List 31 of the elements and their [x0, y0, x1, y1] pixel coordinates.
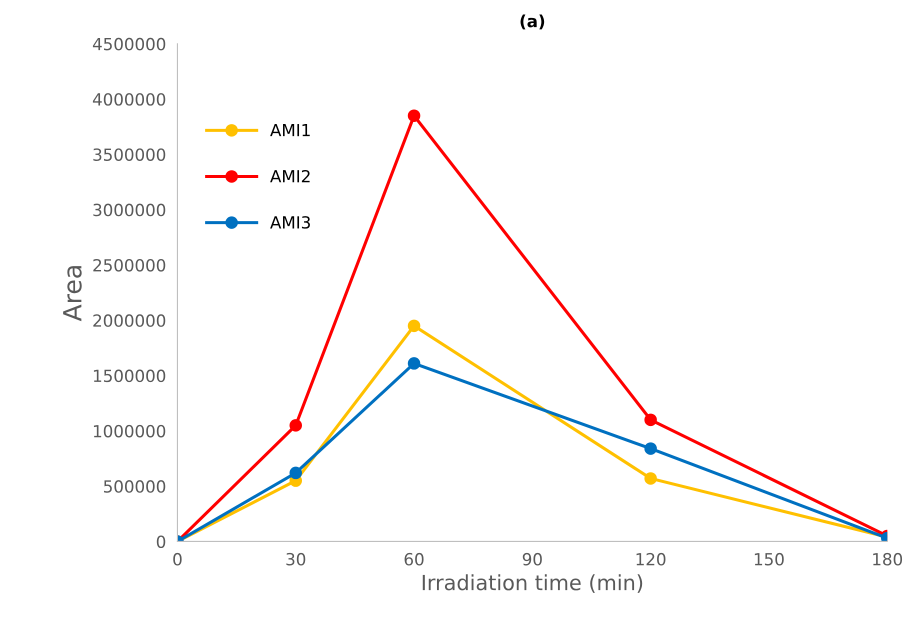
point: [644, 442, 657, 455]
point: [290, 419, 302, 432]
y-tick-label: 4500000: [92, 38, 166, 50]
point: [408, 320, 420, 332]
point: [408, 109, 420, 122]
y-axis-title: Area: [63, 266, 82, 322]
x-tick-label: 60: [404, 552, 424, 566]
x-tick-label: 90: [522, 552, 542, 566]
y-tick-label: 3000000: [93, 204, 166, 216]
x-tick-label: 0: [173, 552, 182, 566]
point: [408, 357, 420, 370]
point: [644, 414, 657, 426]
y-tick-label: 1500000: [94, 370, 166, 382]
x-axis-title: Irradiation time (min): [422, 574, 642, 593]
x-tick-label: 150: [754, 552, 784, 566]
x-tick-label: 30: [286, 552, 306, 566]
x-tick-label: 180: [873, 552, 902, 566]
legend-label: AMI1: [270, 124, 310, 136]
legend-label: AMI2: [270, 170, 310, 182]
y-tick-label: 2500000: [93, 258, 166, 272]
y-tick-label: 0: [156, 535, 166, 548]
y-tick-label: 3500000: [93, 148, 166, 161]
chart-title: (a): [520, 14, 544, 30]
x-tick-label: 120: [636, 552, 666, 566]
point: [644, 472, 657, 485]
y-tick-label: 500000: [104, 480, 166, 493]
y-tick-label: 4000000: [92, 93, 166, 106]
point: [290, 466, 302, 480]
y-tick-label: 2000000: [93, 314, 166, 327]
legend-label: AMI3: [270, 216, 310, 229]
y-tick-label: 1000000: [94, 424, 166, 438]
